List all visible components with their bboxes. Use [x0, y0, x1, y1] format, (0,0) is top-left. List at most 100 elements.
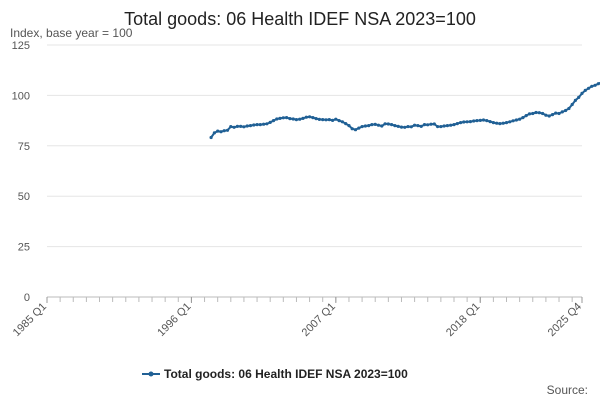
data-point[interactable]	[285, 116, 289, 120]
data-point[interactable]	[583, 88, 587, 92]
data-point[interactable]	[294, 118, 298, 122]
data-point[interactable]	[580, 91, 584, 95]
data-point[interactable]	[258, 123, 262, 127]
data-point[interactable]	[518, 117, 522, 121]
data-point[interactable]	[596, 82, 600, 86]
data-point[interactable]	[432, 122, 436, 126]
data-point[interactable]	[475, 119, 479, 123]
data-point[interactable]	[426, 123, 430, 127]
data-point[interactable]	[350, 127, 354, 131]
data-point[interactable]	[481, 118, 486, 122]
legend[interactable]: Total goods: 06 Health IDEF NSA 2023=100	[142, 367, 408, 381]
data-point[interactable]	[409, 125, 413, 129]
data-point[interactable]	[508, 120, 512, 124]
data-point[interactable]	[452, 123, 456, 127]
data-point[interactable]	[439, 125, 443, 129]
data-point[interactable]	[472, 119, 476, 123]
data-point[interactable]	[360, 125, 364, 129]
data-point[interactable]	[560, 110, 564, 114]
data-point[interactable]	[275, 117, 279, 121]
data-point[interactable]	[396, 124, 400, 128]
data-point[interactable]	[531, 111, 535, 116]
data-point[interactable]	[222, 129, 226, 133]
data-point[interactable]	[278, 116, 282, 120]
data-point[interactable]	[436, 125, 440, 129]
data-point[interactable]	[225, 128, 230, 132]
data-point[interactable]	[524, 114, 528, 118]
data-point[interactable]	[554, 111, 558, 115]
data-point[interactable]	[537, 111, 541, 115]
data-point[interactable]	[376, 123, 381, 127]
data-point[interactable]	[445, 124, 449, 128]
data-point[interactable]	[242, 125, 246, 129]
data-point[interactable]	[268, 120, 272, 124]
data-point[interactable]	[573, 98, 578, 102]
data-point[interactable]	[239, 124, 243, 128]
data-point[interactable]	[301, 116, 305, 120]
data-point[interactable]	[248, 124, 253, 128]
data-point[interactable]	[564, 108, 568, 113]
data-point[interactable]	[357, 126, 361, 130]
data-point[interactable]	[288, 117, 292, 121]
data-point[interactable]	[344, 122, 348, 126]
data-point[interactable]	[449, 123, 453, 127]
data-point[interactable]	[347, 124, 351, 128]
data-point[interactable]	[271, 119, 276, 123]
data-point[interactable]	[504, 121, 509, 125]
data-point[interactable]	[544, 113, 548, 117]
data-point[interactable]	[511, 119, 515, 123]
data-point[interactable]	[311, 116, 315, 120]
data-point[interactable]	[308, 115, 312, 119]
data-point[interactable]	[363, 124, 367, 128]
data-point[interactable]	[593, 83, 597, 87]
data-point[interactable]	[380, 124, 384, 128]
data-point[interactable]	[219, 130, 223, 134]
data-point[interactable]	[557, 111, 561, 116]
data-point[interactable]	[413, 123, 417, 127]
data-point[interactable]	[459, 121, 463, 125]
data-point[interactable]	[281, 116, 285, 120]
data-point[interactable]	[370, 123, 374, 127]
data-point[interactable]	[498, 122, 502, 126]
data-point[interactable]	[373, 122, 377, 126]
data-point[interactable]	[367, 124, 371, 128]
data-point[interactable]	[590, 84, 594, 88]
data-point[interactable]	[577, 95, 581, 99]
data-point[interactable]	[416, 124, 420, 128]
data-point[interactable]	[442, 124, 446, 128]
data-point[interactable]	[514, 118, 519, 122]
data-point[interactable]	[462, 120, 466, 124]
data-point[interactable]	[550, 113, 555, 117]
data-point[interactable]	[353, 128, 358, 132]
data-point[interactable]	[314, 117, 318, 121]
data-point[interactable]	[570, 102, 574, 107]
data-point[interactable]	[212, 131, 216, 135]
data-point[interactable]	[209, 135, 213, 140]
data-point[interactable]	[541, 111, 545, 116]
data-point[interactable]	[229, 125, 233, 129]
data-point[interactable]	[587, 86, 591, 90]
data-point[interactable]	[399, 125, 404, 129]
data-point[interactable]	[216, 129, 220, 133]
data-point[interactable]	[390, 123, 394, 127]
data-point[interactable]	[334, 117, 338, 121]
data-point[interactable]	[235, 124, 239, 128]
data-point[interactable]	[245, 124, 249, 128]
data-point[interactable]	[327, 118, 331, 122]
data-point[interactable]	[419, 124, 423, 128]
data-point[interactable]	[386, 122, 390, 126]
data-point[interactable]	[321, 118, 325, 122]
data-point[interactable]	[422, 123, 427, 127]
data-point[interactable]	[403, 125, 407, 129]
data-point[interactable]	[468, 120, 472, 124]
data-point[interactable]	[340, 120, 344, 124]
data-point[interactable]	[232, 125, 236, 129]
data-point[interactable]	[488, 120, 492, 124]
data-point[interactable]	[252, 123, 256, 127]
data-point[interactable]	[298, 117, 302, 121]
data-point[interactable]	[521, 116, 525, 120]
data-point[interactable]	[495, 121, 499, 125]
data-point[interactable]	[265, 122, 269, 126]
data-point[interactable]	[465, 120, 469, 124]
data-point[interactable]	[527, 112, 532, 116]
